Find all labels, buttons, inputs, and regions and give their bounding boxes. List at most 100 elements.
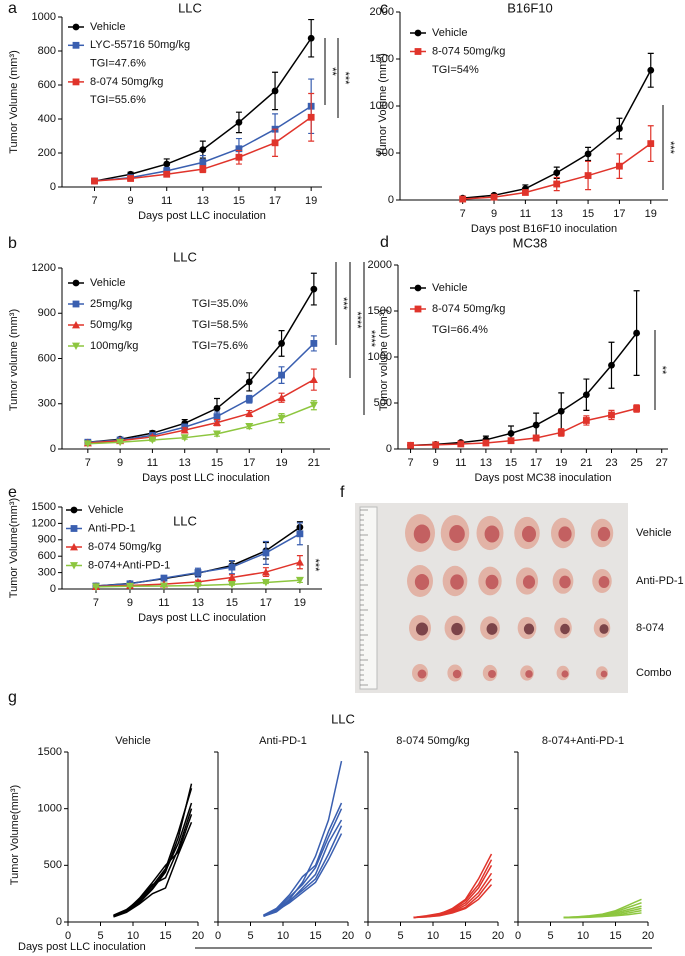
marker: [245, 395, 253, 403]
x-tick-label: 20: [642, 930, 654, 942]
y-tick-label: 1500: [32, 501, 56, 513]
panel-label: b: [8, 235, 17, 252]
y-tick-label: 800: [38, 45, 56, 57]
marker: [482, 439, 490, 447]
marker: [261, 568, 270, 576]
tumor-line: [413, 884, 493, 919]
tumor-core: [485, 574, 499, 590]
y-axis-label: Tumor Volume(mm³): [9, 785, 21, 885]
marker: [245, 378, 253, 386]
x-tick-label: 15: [226, 597, 238, 609]
legend-marker: [72, 279, 80, 287]
tumor-line: [563, 912, 642, 919]
marker: [163, 160, 171, 168]
legend-label: LYC-55716 50mg/kg: [90, 39, 190, 51]
y-tick-label: 200: [38, 147, 56, 159]
tumor-line: [113, 814, 193, 918]
legend-marker: [70, 525, 78, 532]
marker: [521, 189, 529, 196]
legend-label: Vehicle: [432, 27, 467, 39]
significance-label: **: [326, 67, 338, 76]
x-tick-label: 15: [582, 208, 594, 220]
marker: [199, 165, 207, 173]
x-tick-label: 10: [127, 930, 139, 942]
y-tick-label: 0: [50, 583, 56, 595]
y-tick-label: 2000: [370, 6, 394, 18]
marker: [310, 340, 318, 347]
marker: [584, 150, 592, 158]
marker: [127, 175, 135, 182]
legend-marker: [72, 23, 80, 31]
panel-label: a: [8, 0, 17, 17]
marker: [608, 411, 615, 419]
marker: [557, 429, 565, 436]
subplot-title: 8-074 50mg/kg: [396, 735, 469, 747]
annotation: TGI=47.6%: [90, 58, 146, 70]
marker: [194, 569, 202, 576]
y-tick-label: 0: [388, 194, 394, 206]
marker: [148, 436, 157, 444]
chart-title: LLC: [173, 513, 197, 528]
legend-marker: [72, 342, 80, 350]
x-tick-label: 0: [215, 930, 221, 942]
marker: [457, 440, 465, 448]
y-tick-label: 300: [38, 398, 56, 410]
y-tick-label: 1000: [368, 351, 392, 363]
series-line: [87, 378, 315, 444]
tumor-core: [414, 574, 430, 590]
marker: [159, 582, 168, 590]
x-tick-label: 7: [85, 457, 91, 469]
x-tick-label: 13: [179, 457, 191, 469]
marker: [199, 146, 207, 154]
x-tick-label: 0: [365, 930, 371, 942]
row-label: Combo: [636, 667, 671, 679]
marker: [490, 193, 498, 201]
marker: [271, 87, 279, 95]
marker: [277, 414, 286, 423]
x-tick-label: 15: [309, 930, 321, 942]
tumor-line: [263, 819, 343, 918]
marker: [459, 195, 467, 203]
x-axis-label: Days post LLC inoculation: [138, 210, 266, 222]
marker: [245, 409, 254, 417]
significance-label: ***: [339, 72, 351, 86]
x-tick-label: 11: [455, 457, 466, 469]
tumor-core: [598, 576, 610, 588]
marker: [584, 172, 592, 179]
x-tick-label: 10: [427, 930, 439, 942]
subplot-title: 8-074+Anti-PD-1: [542, 735, 624, 747]
tumor-core: [486, 623, 498, 635]
x-tick-label: 13: [551, 208, 563, 220]
tumor-core: [417, 669, 427, 679]
marker: [633, 405, 641, 412]
marker: [180, 426, 189, 434]
significance-label: ****: [351, 311, 363, 329]
x-tick-label: 21: [580, 457, 592, 469]
x-tick-label: 9: [491, 208, 497, 220]
x-tick-label: 25: [630, 457, 642, 469]
x-tick-label: 19: [294, 597, 306, 609]
series-line: [87, 288, 315, 443]
x-tick-label: 5: [247, 930, 253, 942]
tumor-line: [113, 808, 193, 916]
x-tick-label: 7: [407, 457, 413, 469]
legend-label: 8-074+Anti-PD-1: [88, 559, 170, 571]
x-tick-label: 13: [197, 195, 209, 207]
legend-marker: [70, 506, 78, 514]
x-tick-label: 27: [656, 457, 668, 469]
subplot-title: Vehicle: [115, 735, 150, 747]
series-line: [410, 407, 637, 447]
x-tick-label: 0: [515, 930, 521, 942]
legend-label: 50mg/kg: [90, 319, 132, 331]
legend-label: Anti-PD-1: [88, 522, 136, 534]
x-axis-label: Days post LLC inoculation: [18, 941, 146, 953]
x-tick-label: 5: [97, 930, 103, 942]
marker: [235, 153, 243, 161]
y-tick-label: 0: [50, 181, 56, 193]
legend-marker: [70, 562, 78, 570]
legend-label: Vehicle: [432, 282, 467, 294]
chart-title: MC38: [513, 235, 548, 250]
marker: [262, 549, 270, 557]
marker: [532, 434, 540, 442]
tumor-line: [263, 802, 343, 916]
